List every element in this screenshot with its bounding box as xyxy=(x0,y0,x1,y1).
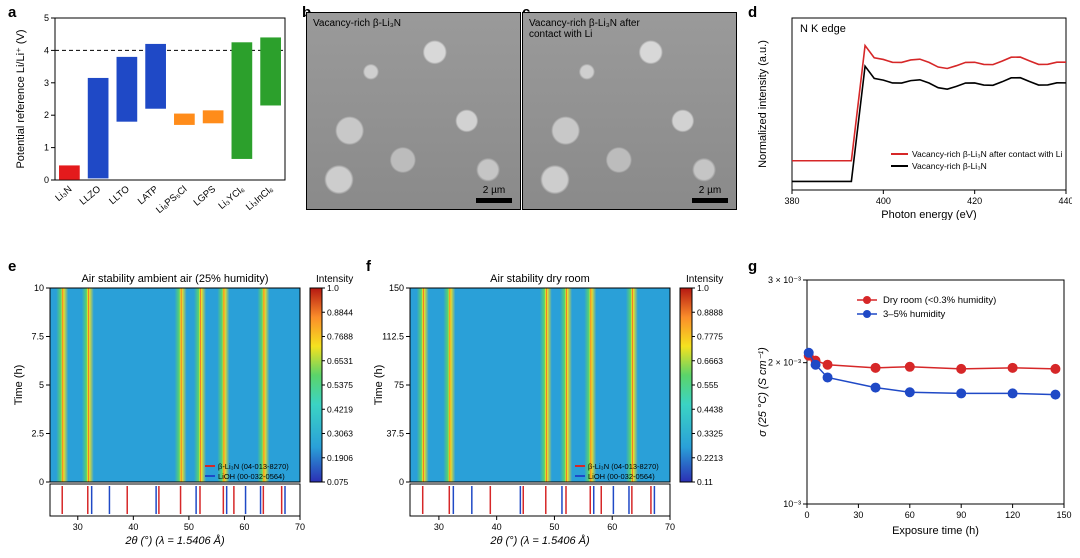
svg-text:σ (25 °C) (S cm⁻¹): σ (25 °C) (S cm⁻¹) xyxy=(757,347,769,437)
sem-scalebar-b-text: 2 µm xyxy=(483,185,505,196)
svg-text:Li₃InCl₆: Li₃InCl₆ xyxy=(244,184,276,213)
svg-text:40: 40 xyxy=(492,522,502,532)
panel-a-chart: 0 1 2 3 4 5 Potential reference Li/Li⁺ (V) Li₃N… xyxy=(10,10,290,240)
panel-d-chart: 380 400 420 440 Photon energy (eV) Normalized… xyxy=(752,10,1072,220)
svg-text:0.4219: 0.4219 xyxy=(327,404,353,414)
svg-text:40: 40 xyxy=(128,522,138,532)
svg-text:90: 90 xyxy=(956,510,966,520)
sem-scalebar-b: 2 µm xyxy=(476,185,512,203)
svg-text:0: 0 xyxy=(39,477,44,487)
sem-caption-c: Vacancy-rich β-Li₃N after contact with L… xyxy=(529,18,669,40)
svg-text:Exposure time (h): Exposure time (h) xyxy=(892,525,979,537)
svg-text:3 × 10⁻³: 3 × 10⁻³ xyxy=(768,275,801,285)
svg-text:Li₆PS₅Cl: Li₆PS₅Cl xyxy=(154,184,189,216)
svg-text:0.075: 0.075 xyxy=(327,477,349,487)
svg-text:70: 70 xyxy=(295,522,305,532)
panel-c-sem: Vacancy-rich β-Li₃N after contact with L… xyxy=(522,12,737,210)
svg-text:0.3325: 0.3325 xyxy=(697,429,723,439)
svg-text:0: 0 xyxy=(44,175,49,185)
svg-text:30: 30 xyxy=(853,510,863,520)
svg-text:2θ (°) (λ = 1.5406 Å): 2θ (°) (λ = 1.5406 Å) xyxy=(124,534,225,547)
svg-text:β-Li₃N (04-013-8270): β-Li₃N (04-013-8270) xyxy=(218,462,289,471)
svg-text:1: 1 xyxy=(44,143,49,153)
svg-text:3: 3 xyxy=(44,78,49,88)
svg-text:Photon energy (eV): Photon energy (eV) xyxy=(881,209,976,220)
sem-scalebar-c: 2 µm xyxy=(692,185,728,203)
svg-text:Time (h): Time (h) xyxy=(373,365,385,406)
svg-text:120: 120 xyxy=(1005,510,1020,520)
svg-text:0.6663: 0.6663 xyxy=(697,356,723,366)
svg-text:2.5: 2.5 xyxy=(31,429,44,439)
svg-text:7.5: 7.5 xyxy=(31,332,44,342)
panel-b-sem: Vacancy-rich β-Li₃N 2 µm xyxy=(306,12,521,210)
svg-text:4: 4 xyxy=(44,45,49,55)
svg-text:Li₃YCl₆: Li₃YCl₆ xyxy=(216,184,246,212)
svg-text:70: 70 xyxy=(665,522,675,532)
svg-text:0.7775: 0.7775 xyxy=(697,332,723,342)
svg-text:0.8888: 0.8888 xyxy=(697,307,723,317)
svg-text:10: 10 xyxy=(34,283,44,293)
svg-text:LLTO: LLTO xyxy=(107,184,132,207)
svg-text:0.1906: 0.1906 xyxy=(327,453,353,463)
panel-g-chart: 0 30 60 90 120 150 10⁻³ 2 × 10⁻³ 3 × 10⁻³ Exposur… xyxy=(752,270,1072,540)
svg-text:β-Li₃N (04-013-8270): β-Li₃N (04-013-8270) xyxy=(588,462,659,471)
svg-text:Dry room (<0.3% humidity): Dry room (<0.3% humidity) xyxy=(883,295,996,306)
svg-text:Time (h): Time (h) xyxy=(13,365,25,406)
svg-text:0.7688: 0.7688 xyxy=(327,332,353,342)
svg-text:10⁻³: 10⁻³ xyxy=(783,499,801,509)
svg-text:440: 440 xyxy=(1058,196,1072,206)
panel-f-chart: Air stability dry room 0 37.5 75 112.5 150 Tim… xyxy=(370,270,680,550)
svg-text:LiOH (00-032-0564): LiOH (00-032-0564) xyxy=(588,472,655,481)
svg-text:30: 30 xyxy=(73,522,83,532)
svg-text:Vacancy-rich β-Li₃N after cont: Vacancy-rich β-Li₃N after contact with L… xyxy=(912,149,1062,159)
svg-text:0.2213: 0.2213 xyxy=(697,453,723,463)
svg-text:50: 50 xyxy=(549,522,559,532)
svg-text:LGPS: LGPS xyxy=(192,184,218,209)
svg-text:1.0: 1.0 xyxy=(697,283,709,293)
svg-text:0.8844: 0.8844 xyxy=(327,307,353,317)
svg-text:0.5375: 0.5375 xyxy=(327,380,353,390)
svg-text:50: 50 xyxy=(184,522,194,532)
panel-e-chart: Air stability ambient air (25% humidity)… xyxy=(10,270,320,550)
svg-text:LLZO: LLZO xyxy=(78,184,103,208)
svg-text:Air stability dry room: Air stability dry room xyxy=(490,273,590,285)
svg-text:5: 5 xyxy=(39,380,44,390)
svg-text:2 × 10⁻³: 2 × 10⁻³ xyxy=(768,358,801,368)
svg-text:380: 380 xyxy=(784,196,799,206)
svg-text:1.0: 1.0 xyxy=(327,283,339,293)
svg-text:60: 60 xyxy=(905,510,915,520)
svg-text:0: 0 xyxy=(399,477,404,487)
svg-text:N K edge: N K edge xyxy=(800,23,846,35)
svg-text:60: 60 xyxy=(239,522,249,532)
svg-text:5: 5 xyxy=(44,13,49,23)
svg-text:420: 420 xyxy=(967,196,982,206)
svg-text:0.11: 0.11 xyxy=(697,477,713,487)
svg-text:0.555: 0.555 xyxy=(697,380,719,390)
svg-text:Vacancy-rich β-Li₃N: Vacancy-rich β-Li₃N xyxy=(912,161,987,171)
sem-caption-b: Vacancy-rich β-Li₃N xyxy=(313,18,401,29)
svg-text:Potential reference Li/Li⁺ (V): Potential reference Li/Li⁺ (V) xyxy=(15,29,27,168)
svg-text:60: 60 xyxy=(607,522,617,532)
svg-text:37.5: 37.5 xyxy=(386,429,404,439)
svg-text:0.6531: 0.6531 xyxy=(327,356,353,366)
svg-text:112.5: 112.5 xyxy=(382,332,404,342)
svg-text:LiOH (00-032-0564): LiOH (00-032-0564) xyxy=(218,472,285,481)
svg-text:Air stability ambient air (25%: Air stability ambient air (25% humidity) xyxy=(81,273,268,285)
svg-text:30: 30 xyxy=(434,522,444,532)
svg-text:Normalized intensity (a.u.): Normalized intensity (a.u.) xyxy=(757,40,769,168)
svg-text:150: 150 xyxy=(1056,510,1071,520)
svg-text:0.3063: 0.3063 xyxy=(327,429,353,439)
svg-text:0: 0 xyxy=(804,510,809,520)
svg-text:3–5% humidity: 3–5% humidity xyxy=(883,309,946,320)
svg-text:0.4438: 0.4438 xyxy=(697,404,723,414)
svg-text:LATP: LATP xyxy=(136,184,161,207)
svg-text:75: 75 xyxy=(394,380,404,390)
svg-text:2: 2 xyxy=(44,110,49,120)
svg-text:Li₃N: Li₃N xyxy=(53,184,74,204)
svg-text:2θ (°) (λ = 1.5406 Å): 2θ (°) (λ = 1.5406 Å) xyxy=(489,534,590,547)
svg-text:150: 150 xyxy=(389,283,404,293)
sem-scalebar-c-text: 2 µm xyxy=(699,185,721,196)
svg-text:400: 400 xyxy=(876,196,891,206)
